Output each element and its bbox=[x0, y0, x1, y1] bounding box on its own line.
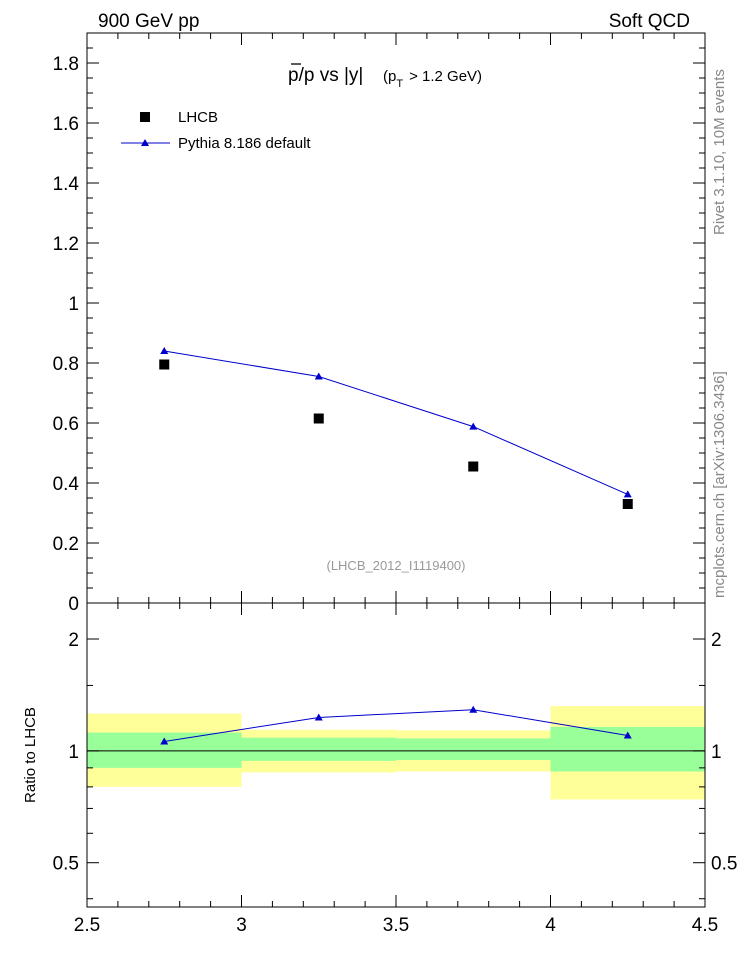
ratio-y-tick-label: 1 bbox=[68, 742, 79, 763]
legend-pythia-label: Pythia 8.186 default bbox=[178, 135, 311, 152]
pythia-data-point bbox=[469, 422, 478, 430]
lhcb-data-point bbox=[468, 461, 479, 472]
legend-pythia-marker bbox=[141, 139, 149, 146]
ratio-y-axis-label: Ratio to LHCB bbox=[22, 707, 39, 803]
y-tick-label: 0 bbox=[68, 594, 79, 615]
legend-lhcb-label: LHCB bbox=[178, 109, 218, 126]
y-tick-label: 0.2 bbox=[53, 534, 79, 555]
ratio-pythia-point bbox=[160, 737, 169, 745]
lhcb-data-point bbox=[159, 359, 170, 370]
ratio-y-tick-label-right: 1 bbox=[711, 742, 722, 763]
main-plot-panel: p/p vs |y| (pT > 1.2 GeV) LHCB Pythia 8.1… bbox=[53, 32, 706, 615]
ratio-y-tick-label: 2 bbox=[68, 630, 79, 651]
ratio-y-tick-label: 0.5 bbox=[53, 854, 79, 875]
ratio-pythia-line bbox=[164, 709, 628, 742]
y-tick-label: 1 bbox=[68, 294, 79, 315]
y-tick-label: 0.8 bbox=[53, 354, 79, 375]
plot-title: p/p vs |y| bbox=[288, 65, 363, 86]
ratio-plot-series bbox=[160, 705, 632, 745]
x-tick-label: 4.5 bbox=[692, 915, 718, 936]
header-right-label: Soft QCD bbox=[609, 11, 690, 32]
stat-uncertainty-band bbox=[396, 738, 551, 760]
y-tick-label: 1.2 bbox=[53, 234, 79, 255]
ratio-y-tick-label-right: 2 bbox=[711, 630, 722, 651]
y-tick-label: 0.4 bbox=[53, 474, 80, 495]
ratio-plot-panel: Ratio to LHCB 0.5 0.5 1 1 2 2 2.5 3 3.5 4 4.5 bbox=[22, 602, 737, 936]
x-tick-label: 3.5 bbox=[383, 915, 409, 936]
y-tick-label: 1.4 bbox=[53, 174, 80, 195]
analysis-label: (LHCB_2012_I1119400) bbox=[326, 558, 465, 573]
x-tick-label: 4 bbox=[545, 915, 556, 936]
ratio-pythia-point bbox=[469, 705, 478, 713]
ratio-pythia-point bbox=[623, 731, 632, 739]
ratio-y-tick-label-right: 0.5 bbox=[711, 854, 737, 875]
pythia-line bbox=[164, 350, 628, 495]
ratio-plot-axes: 0.5 0.5 1 1 2 2 2.5 3 3.5 4 4.5 bbox=[53, 603, 737, 936]
legend-lhcb-marker bbox=[140, 112, 150, 122]
y-tick-label: 1.8 bbox=[53, 54, 79, 75]
lhcb-data-point bbox=[313, 413, 324, 424]
pythia-data-point bbox=[160, 347, 169, 354]
y-tick-label: 1.6 bbox=[53, 114, 79, 135]
main-plot-axes: 0 0.2 0.4 0.6 0.8 1 1.2 1.4 1.6 1.8 bbox=[53, 32, 706, 615]
pythia-data-point bbox=[314, 372, 323, 380]
main-plot-series bbox=[159, 347, 633, 509]
x-tick-label: 3 bbox=[236, 915, 247, 936]
plot-title-cut: (pT > 1.2 GeV) bbox=[383, 68, 482, 90]
y-tick-label: 0.6 bbox=[53, 414, 79, 435]
ratio-uncertainty-bands bbox=[87, 706, 705, 800]
mcplots-label: mcplots.cern.ch [arXiv:1306.3436] bbox=[711, 371, 728, 598]
x-tick-label: 2.5 bbox=[74, 915, 100, 936]
pythia-data-point bbox=[623, 490, 632, 498]
header-left-label: 900 GeV pp bbox=[98, 11, 199, 32]
stat-uncertainty-band bbox=[241, 737, 396, 761]
ratio-pythia-point bbox=[314, 713, 323, 721]
rivet-label: Rivet 3.1.10, 10M events bbox=[711, 69, 728, 235]
lhcb-data-point bbox=[622, 499, 633, 509]
